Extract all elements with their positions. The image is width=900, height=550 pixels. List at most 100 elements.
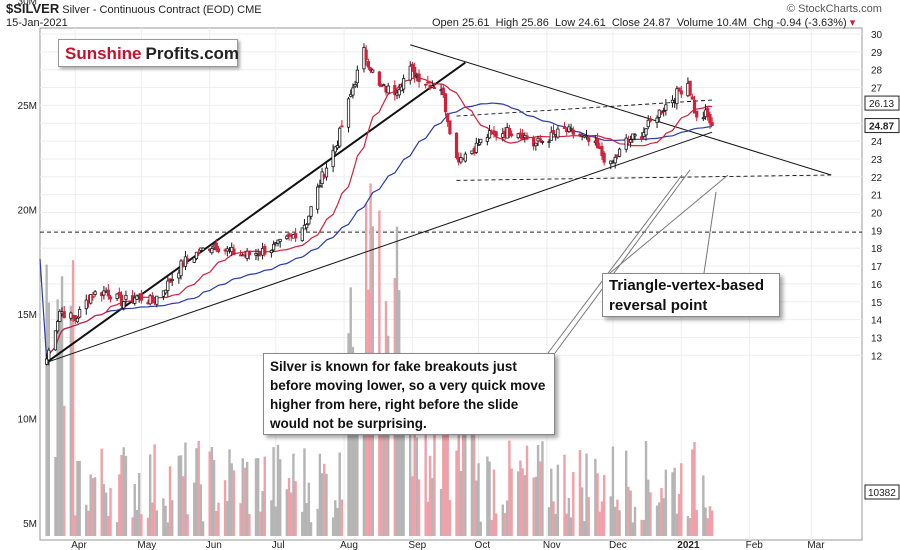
symbol: $SILVER	[6, 1, 60, 16]
candle-body	[183, 256, 188, 267]
exchange: CME	[237, 4, 262, 16]
volume-bar	[631, 522, 635, 536]
price-tick-label: 19	[871, 226, 883, 237]
candle-body	[446, 113, 450, 123]
volume-bar	[572, 472, 575, 536]
volume-bar	[248, 513, 251, 536]
candle-body	[386, 85, 390, 94]
candle-body	[106, 289, 110, 297]
candle-body	[338, 127, 342, 147]
volume-bar	[525, 445, 529, 536]
volume-tick-label: 15M	[18, 310, 37, 321]
candle-body	[232, 248, 236, 256]
candle-body	[287, 233, 291, 237]
volume-bar	[510, 468, 513, 536]
candle-body	[410, 63, 415, 69]
volume-bar	[133, 484, 136, 536]
volume-tick-label: 5M	[23, 519, 37, 530]
volume-bar	[563, 454, 566, 536]
price-tick-label: 30	[871, 30, 883, 41]
candle-body	[333, 146, 337, 153]
volume-bar	[611, 446, 615, 536]
candle-body	[355, 69, 359, 84]
price-tick-label: 23	[871, 155, 883, 166]
month-label: Jun	[206, 540, 222, 550]
volume-bar	[517, 471, 520, 536]
volume-bar	[171, 500, 174, 536]
volume-bar	[69, 305, 73, 536]
chart-title: $SILVER Silver - Continuous Contract (EO…	[6, 1, 262, 16]
volume-bar	[402, 405, 405, 536]
volume-bar	[569, 517, 573, 536]
volume-bar	[318, 453, 322, 536]
volume-bar	[503, 513, 507, 536]
candle-body	[179, 260, 183, 277]
candle-body	[124, 294, 128, 300]
volume-bar	[325, 473, 328, 536]
candle-body	[485, 137, 489, 142]
volume-tick-label: 25M	[18, 101, 37, 112]
candle-body	[93, 291, 97, 295]
volume-bar	[316, 508, 319, 536]
volume-bar	[413, 418, 416, 536]
price-tick-label: 13	[871, 333, 883, 344]
price-tick-label: 15	[871, 298, 883, 309]
candle-body	[210, 248, 214, 254]
chart-date: 15-Jan-2021	[6, 17, 68, 29]
pointer-line	[547, 174, 683, 354]
candle-body	[617, 148, 622, 157]
volume-bar	[208, 451, 211, 536]
volume-bar	[210, 446, 214, 536]
volume-bar	[195, 448, 198, 536]
volume-bar	[479, 521, 482, 536]
volume-bar	[552, 501, 555, 536]
volume-bar	[446, 412, 449, 536]
volume-bar	[179, 455, 183, 536]
volume-bar	[276, 444, 280, 536]
candle-body	[487, 130, 492, 139]
candle-body	[164, 289, 168, 294]
steep-support-line	[46, 61, 466, 364]
candle-body	[150, 295, 154, 303]
candle-body	[340, 125, 344, 128]
logo-part2: Profits.com	[145, 44, 240, 63]
volume-bar	[539, 461, 542, 536]
volume-bar	[193, 482, 196, 536]
volume-bar	[336, 507, 339, 536]
candle-body	[309, 206, 313, 217]
volume-bar	[400, 391, 403, 536]
volume-bar	[294, 481, 297, 536]
volume-bar	[270, 500, 273, 536]
volume-bar	[640, 519, 643, 536]
volume-bar	[184, 442, 187, 536]
volume-bar	[691, 449, 694, 536]
volume-bar	[660, 488, 663, 536]
candle-body	[426, 81, 430, 84]
price-tick-label: 20	[871, 209, 883, 220]
volume-bar	[550, 468, 553, 536]
volume-bar	[54, 456, 57, 536]
candle-body	[192, 257, 196, 263]
volume-bar	[680, 463, 683, 536]
volume-bar	[613, 506, 617, 536]
fake-breakout-annotation: Silver is known for fake breakouts just …	[263, 353, 555, 435]
volume-bar	[505, 500, 509, 536]
volume-bar	[494, 513, 498, 536]
volume-bar	[140, 514, 143, 536]
volume-bar	[309, 522, 313, 536]
candle-body	[646, 119, 650, 128]
trend-lines	[46, 44, 832, 364]
low-value: Low 24.61	[554, 17, 606, 29]
volume-bar	[182, 476, 185, 536]
sunshine-profits-logo: Sunshine Profits.com	[58, 39, 240, 67]
change-value: Chg -0.94 (-3.63%)	[753, 17, 847, 29]
candle-body	[307, 215, 311, 225]
volume-bar	[644, 441, 648, 536]
candle-body	[47, 349, 51, 361]
candle-body	[108, 296, 113, 300]
candle-body	[139, 293, 143, 301]
candle-body	[53, 330, 58, 351]
volume-bar	[457, 433, 460, 536]
candle-body	[45, 358, 49, 365]
candle-body	[538, 138, 542, 142]
